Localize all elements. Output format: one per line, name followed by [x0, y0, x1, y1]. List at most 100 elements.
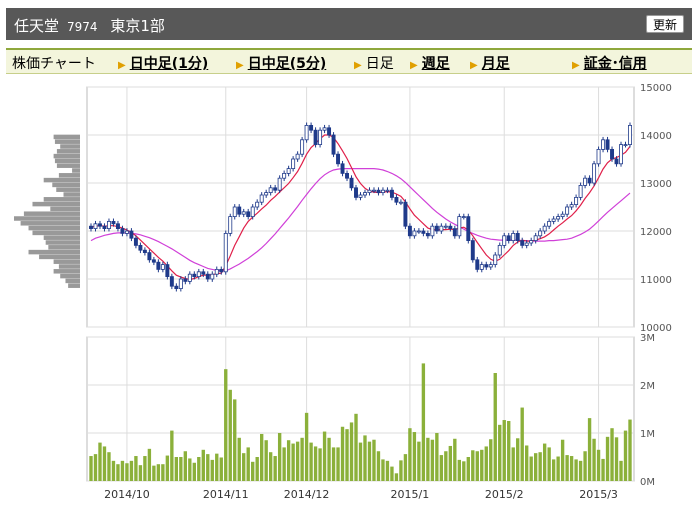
volume-bar — [399, 460, 403, 481]
volume-profile — [14, 134, 81, 288]
candle-body — [345, 172, 349, 179]
candle-body — [354, 187, 358, 198]
candle-body — [542, 225, 547, 232]
volume-bar — [502, 420, 506, 481]
candle-body — [425, 232, 430, 237]
stock-code: 7974 — [67, 20, 98, 34]
candle-body — [628, 125, 632, 146]
tab-intraday-5min-label: 日中足(5分) — [247, 56, 327, 72]
date-axis-labels: 2014/10 2014/11 2014/12 2015/1 2015/2 2015/3 — [104, 488, 618, 501]
volume-bar — [435, 433, 439, 481]
candle-body — [205, 273, 210, 280]
volume-profile-bar — [23, 211, 80, 216]
volume-profile-bar — [45, 240, 80, 245]
tab-intraday-1min[interactable]: ▶ 日中足(1分) — [118, 53, 208, 73]
volume-bar — [156, 464, 161, 481]
volume-bar — [421, 363, 426, 481]
volume-bar — [619, 460, 623, 481]
volume-bar — [147, 448, 152, 481]
volume-bar — [107, 452, 111, 481]
tab-daily[interactable]: ▶ 日足 — [354, 53, 394, 73]
candle-body — [196, 271, 201, 277]
tab-monthly-label: 月足 — [481, 56, 510, 72]
tab-weekly[interactable]: ▶ 週足 — [410, 53, 450, 73]
candle-body — [439, 225, 444, 232]
candle-body — [255, 201, 260, 208]
volume-bar — [354, 413, 358, 481]
candle-body — [524, 242, 529, 246]
volume-profile-bar — [58, 264, 80, 269]
volume-bar — [381, 459, 385, 481]
candle-body — [133, 237, 138, 246]
candle-body — [556, 216, 561, 220]
volume-bar — [547, 447, 551, 481]
volume-bar — [237, 437, 241, 481]
tab-intraday-5min[interactable]: ▶ 日中足(5分) — [236, 53, 326, 73]
volume-tick-label: 1M — [640, 429, 655, 440]
date-tick-label: 2015/1 — [391, 488, 430, 501]
volume-bar — [516, 438, 520, 481]
volume-bar — [538, 452, 542, 481]
volume-bar — [385, 460, 390, 481]
volume-bar — [233, 399, 237, 481]
volume-bar — [179, 457, 183, 481]
candle-body — [106, 220, 111, 229]
refresh-button[interactable]: 更新 — [645, 15, 684, 33]
candle-body — [210, 273, 215, 280]
tab-margin-label: 証金･信用 — [583, 56, 647, 72]
volume-bar — [439, 455, 444, 481]
volume-bar — [264, 440, 268, 481]
candle-body — [367, 189, 372, 193]
tab-arrow-icon: ▶ — [572, 60, 580, 71]
volume-bar — [138, 465, 143, 481]
candle-body — [241, 211, 246, 215]
volume-profile-bar — [53, 269, 80, 274]
volume-bar — [376, 451, 381, 481]
candle-body — [430, 225, 435, 237]
tab-arrow-icon: ▶ — [354, 60, 362, 71]
volume-bar — [349, 422, 354, 481]
volume-bar — [596, 449, 601, 481]
candle-body — [407, 225, 412, 237]
volume-bar — [587, 418, 592, 481]
date-tick-label: 2014/10 — [104, 488, 150, 501]
volume-bar — [111, 460, 116, 481]
volume-bar — [520, 407, 524, 481]
volume-axis-labels: 3M 2M 1M 0M — [640, 333, 655, 488]
volume-profile-bar — [56, 149, 80, 154]
volume-bar — [134, 456, 138, 481]
candle-body — [358, 194, 363, 198]
tab-intraday-1min-label: 日中足(1分) — [129, 56, 209, 72]
candle-body — [331, 134, 336, 155]
tab-arrow-icon: ▶ — [236, 60, 244, 71]
candle-body — [394, 196, 399, 203]
ma-long-line — [90, 168, 631, 272]
ma-long-series — [90, 168, 631, 272]
candle-body — [151, 259, 156, 263]
candle-body — [201, 271, 206, 275]
volume-bar — [551, 459, 556, 481]
volume-bar — [466, 457, 470, 481]
candle-body — [250, 206, 255, 217]
volume-bar — [152, 465, 156, 481]
volume-bar — [219, 457, 223, 481]
volume-profile-bar — [48, 245, 80, 250]
volume-tick-label: 2M — [640, 381, 655, 392]
tab-margin[interactable]: ▶ 証金･信用 — [572, 53, 647, 73]
candle-body — [619, 144, 623, 165]
candle-body — [623, 144, 628, 147]
volume-bar — [542, 443, 547, 481]
candle-body — [466, 216, 471, 242]
price-tick-label: 11000 — [640, 275, 672, 286]
volume-bar — [255, 457, 259, 481]
volume-bar — [286, 440, 291, 481]
volume-bar — [295, 441, 300, 481]
candle-body — [169, 276, 174, 287]
candle-body — [506, 235, 511, 242]
volume-profile-bar — [28, 249, 80, 255]
tab-monthly[interactable]: ▶ 月足 — [470, 53, 510, 73]
candle-body — [448, 225, 453, 229]
volume-profile-bar — [65, 278, 80, 284]
candle-body — [488, 264, 493, 268]
date-tick-label: 2014/11 — [203, 488, 249, 501]
